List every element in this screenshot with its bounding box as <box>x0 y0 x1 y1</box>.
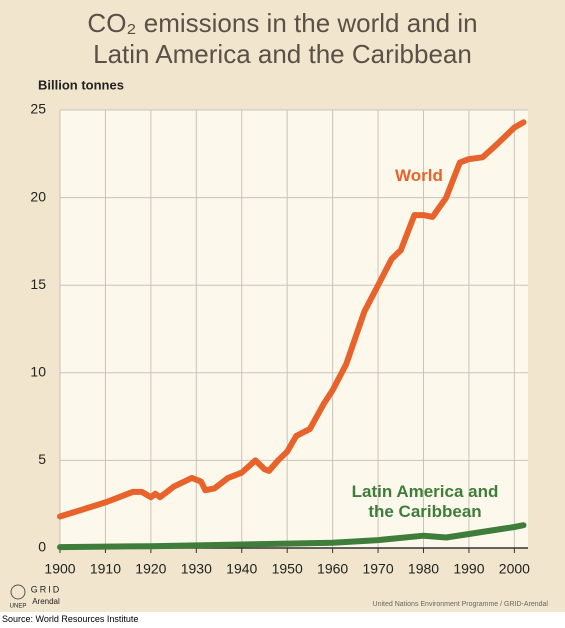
y-tick-label: 20 <box>30 188 46 204</box>
x-tick-label: 1970 <box>362 561 393 577</box>
logo-text: Arendal <box>32 597 60 606</box>
source: Source: World Resources Institute <box>2 614 139 624</box>
x-tick-label: 1960 <box>317 561 348 577</box>
x-tick-label: 1950 <box>272 561 303 577</box>
x-tick-label: 1980 <box>408 561 439 577</box>
footer: Source: World Resources Institute <box>0 612 565 628</box>
y-tick-label: 10 <box>30 364 46 380</box>
x-tick-label: 1910 <box>90 561 121 577</box>
credit: United Nations Environment Programme / G… <box>373 601 549 608</box>
y-tick-label: 5 <box>38 451 46 467</box>
chart-title: CO₂ emissions in the world and in Latin … <box>87 8 478 69</box>
series-line <box>57 119 527 520</box>
logo-text: UNEP <box>10 604 27 610</box>
series-label: Latin America and the Caribbean <box>351 482 499 521</box>
logo-icon <box>10 584 26 600</box>
x-tick-label: 2000 <box>499 561 530 577</box>
x-tick-label: 1920 <box>135 561 166 577</box>
series-line <box>57 522 527 551</box>
x-tick-label: 1930 <box>181 561 212 577</box>
y-tick-label: 25 <box>30 101 46 117</box>
logo-text: GRID <box>31 584 62 594</box>
series-label: World <box>395 166 443 185</box>
x-tick-label: 1940 <box>226 561 257 577</box>
y-axis-label: Billion tonnes <box>38 77 124 92</box>
y-tick-label: 0 <box>38 539 46 555</box>
x-tick-label: 1990 <box>453 561 484 577</box>
x-tick-label: 1900 <box>44 561 75 577</box>
y-tick-label: 15 <box>30 276 46 292</box>
